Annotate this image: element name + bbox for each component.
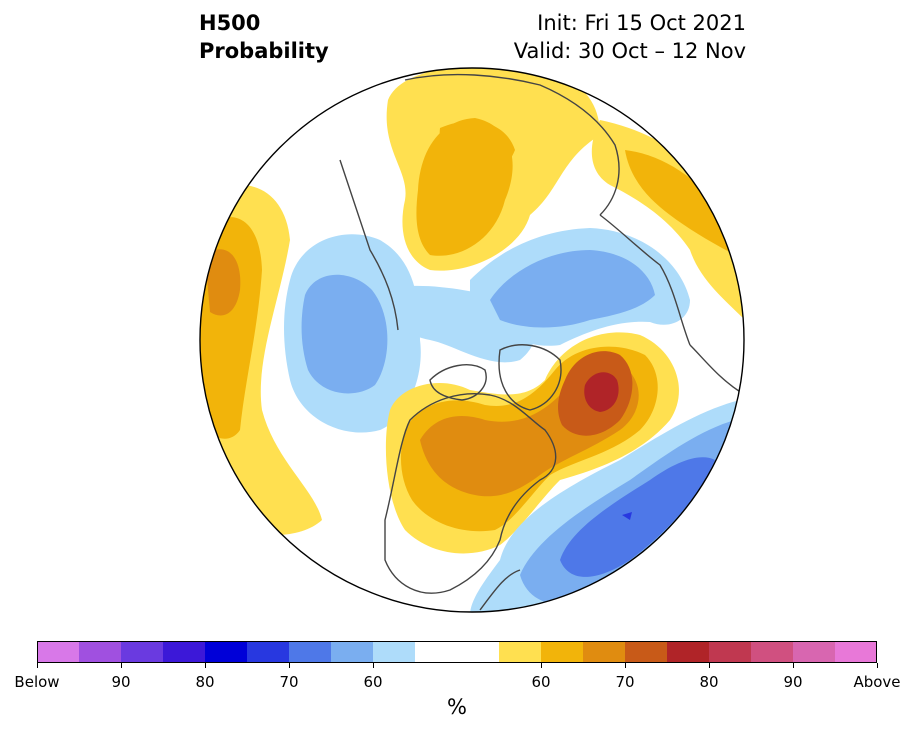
colorbar-swatch [163,641,206,663]
colorbar-swatch [499,641,542,663]
colorbar-swatch [835,641,877,663]
colorbar-swatch [457,641,500,663]
colorbar-swatch [625,641,668,663]
colorbar-tick [205,663,206,668]
title-line-1: H500 [199,11,261,35]
colorbar-swatch [373,641,416,663]
colorbar-swatch [247,641,290,663]
colorbar-swatch [79,641,122,663]
colorbar-tick [877,663,878,668]
anomaly-north-pacific-west [200,184,322,535]
colorbar-swatch [415,641,458,663]
colorbar-tick [541,663,542,668]
colorbar-tick-label: 80 [195,673,215,691]
colorbar-border [37,641,877,663]
colorbar-tick [793,663,794,668]
colorbar-tick-label: 80 [699,673,719,691]
colorbar-swatch [793,641,836,663]
anomaly-greenland-sea [558,351,633,436]
colorbar-tick [709,663,710,668]
colorbar-tick-label: 60 [531,673,551,691]
colorbar-tick-label: 90 [111,673,131,691]
colorbar-swatch [121,641,164,663]
map-title: H500 Probability [199,9,329,65]
anomaly-siberia [386,68,600,271]
colorbar-swatch [37,641,80,663]
colorbar-tick [289,663,290,668]
map-boundary [199,67,745,613]
colorbar-unit: % [447,695,467,719]
colorbar-swatch [751,641,794,663]
colorbar-tick-label: 60 [363,673,383,691]
colorbar-tick-label: 70 [279,673,299,691]
colorbar-swatch [583,641,626,663]
colorbar-swatch [709,641,752,663]
colorbar-tick-label: 70 [615,673,635,691]
colorbar-tick [373,663,374,668]
colorbar-tick [121,663,122,668]
colorbar-swatch [331,641,374,663]
colorbar [37,641,877,663]
colorbar-tick [37,663,38,668]
map-subtitle: Init: Fri 15 Oct 2021 Valid: 30 Oct – 12… [514,9,746,65]
anomaly-arctic-europe [470,228,690,346]
anomaly-scandinavia-north-europe [591,120,744,320]
colorbar-swatch [205,641,248,663]
colorbar-swatch [667,641,710,663]
init-date: Init: Fri 15 Oct 2021 [537,11,746,35]
coastlines [339,73,744,611]
colorbar-swatch [289,641,332,663]
colorbar-tick-label: 90 [783,673,803,691]
colorbar-tick-label: Above [853,673,901,691]
colorbar-swatch [541,641,584,663]
valid-range: Valid: 30 Oct – 12 Nov [513,39,746,63]
colorbar-tick-label: Below [14,673,60,691]
polar-map [199,67,745,613]
title-line-2: Probability [199,39,329,63]
colorbar-tick [625,663,626,668]
